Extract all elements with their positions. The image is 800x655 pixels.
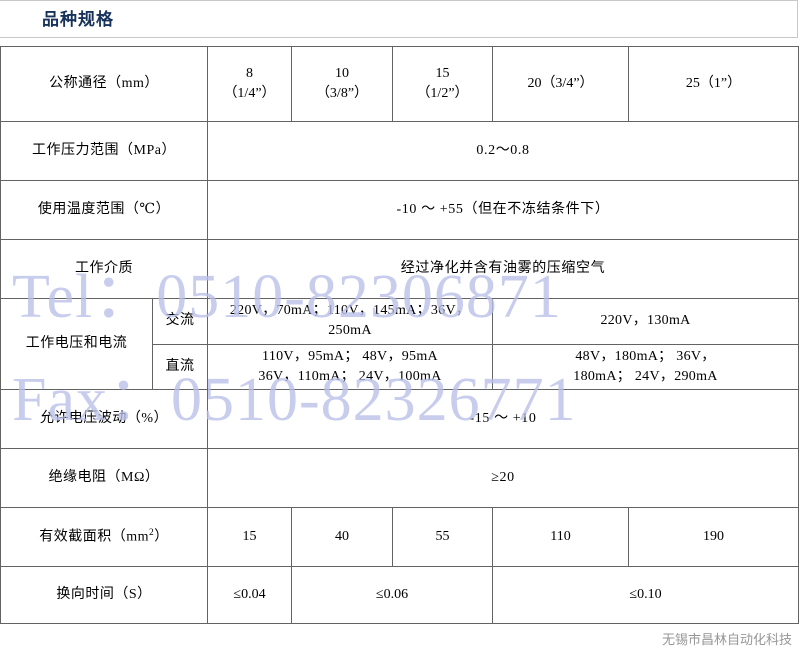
row-label-effective-area: 有效截面积（mm2） bbox=[0, 507, 208, 568]
value-ac-right: 220V，130mA bbox=[492, 298, 799, 345]
table-row-nominal-diameter: 公称通径（mm） 8 （1/4”） 10 （3/8”） 15 （1/2”） 20… bbox=[0, 46, 799, 122]
cell-diameter-10: 10 （3/8”） bbox=[291, 46, 393, 122]
watermark-company-footer: 无锡市昌林自动化科技 bbox=[661, 632, 792, 647]
value-switching-time-2: ≤0.06 bbox=[291, 566, 493, 625]
row-label-insulation-resistance: 绝缘电阻（MΩ） bbox=[0, 448, 208, 509]
row-label-nominal-diameter: 公称通径（mm） bbox=[0, 46, 208, 122]
specification-table: 公称通径（mm） 8 （1/4”） 10 （3/8”） 15 （1/2”） 20… bbox=[0, 46, 799, 625]
value-insulation-resistance: ≥20 bbox=[207, 448, 799, 509]
row-label-working-pressure: 工作压力范围（MPa） bbox=[0, 121, 208, 181]
value-ac-left: 220V，70mA；110V，145mA；36V，250mA bbox=[207, 298, 493, 345]
diameter-8-size: 8 bbox=[246, 65, 253, 81]
diameter-10-size: 10 bbox=[335, 65, 349, 81]
diameter-20-size: 20（3/4”） bbox=[527, 75, 594, 91]
row-label-working-medium: 工作介质 bbox=[0, 239, 208, 299]
value-dc-left-line2: 36V，110mA； 24V，100mA bbox=[258, 368, 442, 384]
sub-label-ac: 交流 bbox=[152, 298, 208, 345]
row-label-voltage-fluctuation: 允许电压波动（%） bbox=[0, 389, 208, 450]
value-dc-left-line1: 110V，95mA； 48V，95mA bbox=[262, 348, 438, 364]
row-label-voltage-current: 工作电压和电流 bbox=[0, 297, 153, 391]
cell-diameter-25: 25（1”） bbox=[628, 46, 799, 122]
value-dc-right-line2: 180mA； 24V，290mA bbox=[573, 368, 718, 384]
value-voltage-fluctuation: -15 ～ +10 bbox=[207, 389, 799, 450]
diameter-25-size: 25（1”） bbox=[685, 75, 742, 91]
table-row-voltage-fluctuation: 允许电压波动（%） -15 ～ +10 bbox=[0, 389, 799, 450]
table-row-working-medium: 工作介质 经过净化并含有油雾的压缩空气 bbox=[0, 239, 799, 299]
value-working-medium: 经过净化并含有油雾的压缩空气 bbox=[207, 239, 799, 299]
page-title: 品种规格 bbox=[42, 10, 114, 29]
table-row-switching-time: 换向时间（S） ≤0.04 ≤0.06 ≤0.10 bbox=[0, 566, 799, 625]
value-switching-time-3: ≤0.10 bbox=[492, 566, 799, 625]
table-row-temperature-range: 使用温度范围（℃） -10 ～ +55（但在不冻结条件下） bbox=[0, 180, 799, 240]
diameter-8-inch: （1/4”） bbox=[223, 86, 276, 101]
table-row-working-pressure: 工作压力范围（MPa） 0.2～0.8 bbox=[0, 121, 799, 181]
diameter-10-inch: （3/8”） bbox=[315, 86, 369, 101]
effective-area-label-sup: 2 bbox=[149, 527, 155, 538]
table-row-effective-area: 有效截面积（mm2） 15 40 55 110 190 bbox=[0, 507, 799, 568]
value-effective-area-15: 55 bbox=[392, 507, 493, 568]
value-switching-time-1: ≤0.04 bbox=[207, 566, 292, 625]
cell-diameter-15: 15 （1/2”） bbox=[392, 46, 493, 122]
section-title-bar: 品种规格 bbox=[0, 0, 798, 38]
value-temperature-range: -10 ～ +55（但在不冻结条件下） bbox=[207, 180, 799, 240]
cell-diameter-8: 8 （1/4”） bbox=[207, 46, 292, 122]
effective-area-label-suffix: ） bbox=[154, 529, 169, 545]
value-dc-right: 48V，180mA； 36V， 180mA； 24V，290mA bbox=[492, 343, 799, 391]
table-row-insulation-resistance: 绝缘电阻（MΩ） ≥20 bbox=[0, 448, 799, 509]
value-dc-right-line1: 48V，180mA； 36V， bbox=[575, 348, 716, 364]
table-row-voltage-current-dc: 直流 110V，95mA； 48V，95mA 36V，110mA； 24V，10… bbox=[1, 343, 799, 391]
cell-diameter-20: 20（3/4”） bbox=[492, 46, 629, 122]
table-row-voltage-current-ac: 工作电压和电流 交流 220V，70mA；110V，145mA；36V，250m… bbox=[0, 297, 799, 391]
value-effective-area-8: 15 bbox=[207, 507, 292, 568]
value-effective-area-10: 40 bbox=[291, 507, 393, 568]
sub-label-dc: 直流 bbox=[152, 343, 208, 391]
value-dc-left: 110V，95mA； 48V，95mA 36V，110mA； 24V，100mA bbox=[207, 343, 493, 391]
value-effective-area-20: 110 bbox=[492, 507, 629, 568]
diameter-15-size: 15 bbox=[435, 65, 450, 81]
diameter-15-inch: （1/2”） bbox=[416, 86, 469, 101]
effective-area-label-prefix: 有效截面积（mm bbox=[39, 529, 149, 545]
row-label-temperature-range: 使用温度范围（℃） bbox=[0, 180, 208, 240]
value-effective-area-25: 190 bbox=[628, 507, 799, 568]
value-working-pressure: 0.2～0.8 bbox=[207, 121, 799, 181]
row-label-switching-time: 换向时间（S） bbox=[0, 566, 208, 625]
